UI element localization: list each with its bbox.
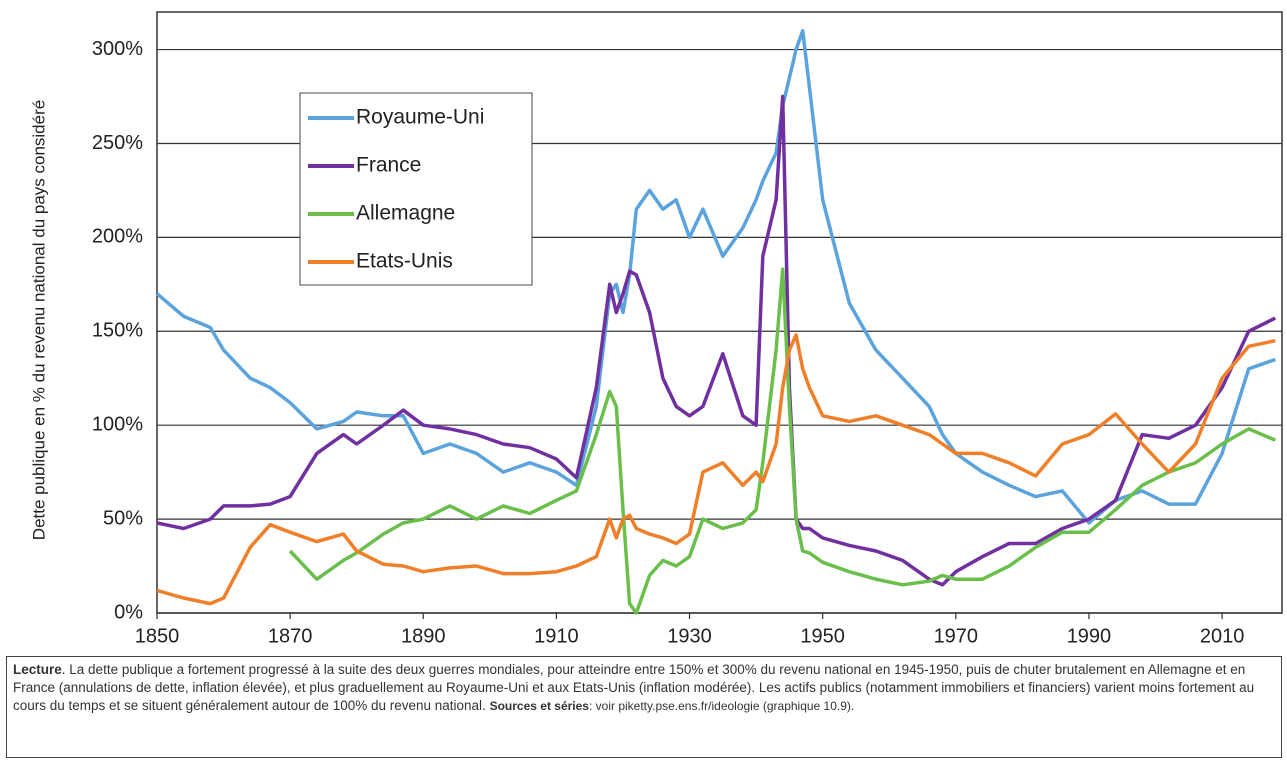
legend-label: Royaume-Uni: [356, 106, 484, 129]
x-tick-label: 1990: [1067, 625, 1112, 647]
x-tick-label: 2010: [1200, 625, 1245, 647]
note-text: . La dette publique a fortement progress…: [13, 662, 1255, 713]
x-tick-label: 1930: [667, 625, 712, 647]
chart: Dette publique en % du revenu national d…: [29, 11, 1283, 647]
y-tick-label: 300%: [92, 38, 143, 60]
x-tick-label: 1970: [934, 625, 979, 647]
y-tick-label: 0%: [114, 601, 143, 623]
series-line: [155, 29, 1276, 525]
y-axis-label: Dette publique en % du revenu national d…: [29, 100, 48, 540]
y-tick-label: 50%: [103, 507, 143, 529]
series-line: [156, 333, 1276, 606]
y-tick-label: 250%: [92, 132, 143, 154]
x-tick-label: 1890: [401, 625, 446, 647]
series-line: [156, 94, 1277, 587]
series-line: [288, 267, 1276, 615]
legend-label: Etats-Unis: [356, 250, 453, 273]
legend-box: [299, 92, 533, 286]
x-tick-label: 1950: [800, 625, 845, 647]
legend-label: France: [356, 154, 421, 177]
y-tick-label: 150%: [92, 320, 143, 342]
sources-text: : voir piketty.pse.ens.fr/ideologie (gra…: [588, 699, 855, 713]
x-tick-label: 1850: [135, 625, 180, 647]
legend-label: Allemagne: [356, 202, 455, 225]
y-tick-label: 100%: [92, 413, 143, 435]
x-tick-label: 1870: [268, 625, 313, 647]
note: Lecture. La dette publique a fortement p…: [6, 656, 1282, 758]
x-tick-label: 1910: [534, 625, 579, 647]
y-tick-label: 200%: [92, 226, 143, 248]
sources-lead: Sources et séries: [489, 699, 589, 713]
note-lead: Lecture: [13, 662, 62, 677]
